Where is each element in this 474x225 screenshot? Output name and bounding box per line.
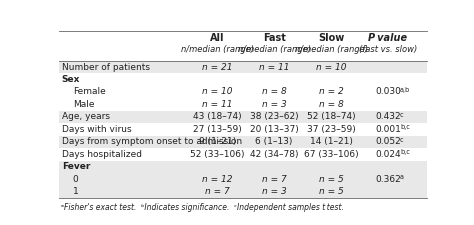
Text: n = 7: n = 7 bbox=[205, 187, 229, 196]
Text: n = 8: n = 8 bbox=[319, 100, 344, 109]
Text: c: c bbox=[400, 137, 403, 143]
Text: n = 10: n = 10 bbox=[316, 63, 346, 72]
Bar bbox=[59, 161, 427, 173]
Bar bbox=[59, 173, 427, 186]
Text: n = 5: n = 5 bbox=[319, 175, 344, 184]
Text: n/median (range): n/median (range) bbox=[181, 45, 254, 54]
Bar bbox=[59, 111, 427, 123]
Text: n = 12: n = 12 bbox=[202, 175, 232, 184]
Text: Slow: Slow bbox=[318, 33, 344, 43]
Text: 43 (18–74): 43 (18–74) bbox=[193, 112, 242, 122]
Text: (fast vs. slow): (fast vs. slow) bbox=[359, 45, 417, 54]
Text: 38 (23–62): 38 (23–62) bbox=[250, 112, 299, 122]
Text: Days hospitalized: Days hospitalized bbox=[62, 150, 142, 159]
Text: b,c: b,c bbox=[400, 149, 410, 155]
Text: 20 (13–37): 20 (13–37) bbox=[250, 125, 299, 134]
Text: 67 (33–106): 67 (33–106) bbox=[304, 150, 358, 159]
Text: Male: Male bbox=[73, 100, 94, 109]
Text: Fast: Fast bbox=[263, 33, 286, 43]
Text: 0.362: 0.362 bbox=[375, 175, 401, 184]
Text: Days with virus: Days with virus bbox=[62, 125, 131, 134]
Text: 42 (34–78): 42 (34–78) bbox=[250, 150, 299, 159]
Text: Number of patients: Number of patients bbox=[62, 63, 150, 72]
Text: n = 10: n = 10 bbox=[202, 88, 232, 97]
Bar bbox=[59, 136, 427, 148]
Text: 27 (13–59): 27 (13–59) bbox=[193, 125, 242, 134]
Text: n/median (range): n/median (range) bbox=[237, 45, 310, 54]
Text: 0.030: 0.030 bbox=[375, 88, 401, 97]
Text: b,c: b,c bbox=[400, 124, 410, 130]
Text: n = 3: n = 3 bbox=[262, 187, 286, 196]
Text: n = 11: n = 11 bbox=[259, 63, 290, 72]
Text: Fever: Fever bbox=[62, 162, 90, 171]
Text: n = 11: n = 11 bbox=[202, 100, 232, 109]
Text: All: All bbox=[210, 33, 225, 43]
Bar bbox=[59, 186, 427, 198]
Text: 1: 1 bbox=[73, 187, 79, 196]
Text: n = 3: n = 3 bbox=[262, 100, 286, 109]
Text: 52 (18–74): 52 (18–74) bbox=[307, 112, 356, 122]
Text: Days from symptom onset to admission: Days from symptom onset to admission bbox=[62, 137, 242, 146]
Text: 0: 0 bbox=[73, 175, 79, 184]
Text: n = 21: n = 21 bbox=[202, 63, 232, 72]
Bar bbox=[59, 148, 427, 161]
Text: Female: Female bbox=[73, 88, 106, 97]
Text: a: a bbox=[400, 174, 404, 180]
Text: n/median (range): n/median (range) bbox=[294, 45, 368, 54]
Text: 37 (23–59): 37 (23–59) bbox=[307, 125, 356, 134]
Text: n = 8: n = 8 bbox=[262, 88, 286, 97]
Text: 14 (1–21): 14 (1–21) bbox=[310, 137, 353, 146]
Text: P value: P value bbox=[368, 33, 408, 43]
Text: n = 2: n = 2 bbox=[319, 88, 344, 97]
Text: 0.432: 0.432 bbox=[375, 112, 401, 122]
Text: 52 (33–106): 52 (33–106) bbox=[190, 150, 245, 159]
Text: c: c bbox=[400, 112, 403, 118]
Bar bbox=[59, 123, 427, 136]
Text: 0.024: 0.024 bbox=[375, 150, 401, 159]
Bar bbox=[59, 73, 427, 86]
Text: ᵃFisher's exact test.  ᵇIndicates significance.  ᶜIndependent samples t test.: ᵃFisher's exact test. ᵇIndicates signifi… bbox=[61, 203, 344, 212]
Text: 0.001: 0.001 bbox=[375, 125, 401, 134]
Text: n = 7: n = 7 bbox=[262, 175, 286, 184]
Bar bbox=[59, 86, 427, 98]
Text: n = 5: n = 5 bbox=[319, 187, 344, 196]
Text: Sex: Sex bbox=[62, 75, 80, 84]
Bar bbox=[59, 98, 427, 111]
Text: a,b: a,b bbox=[400, 87, 410, 93]
Bar bbox=[59, 61, 427, 73]
Text: Age, years: Age, years bbox=[62, 112, 110, 122]
Text: 9 (1–21): 9 (1–21) bbox=[199, 137, 236, 146]
Text: 6 (1–13): 6 (1–13) bbox=[255, 137, 293, 146]
Text: 0.052: 0.052 bbox=[375, 137, 401, 146]
